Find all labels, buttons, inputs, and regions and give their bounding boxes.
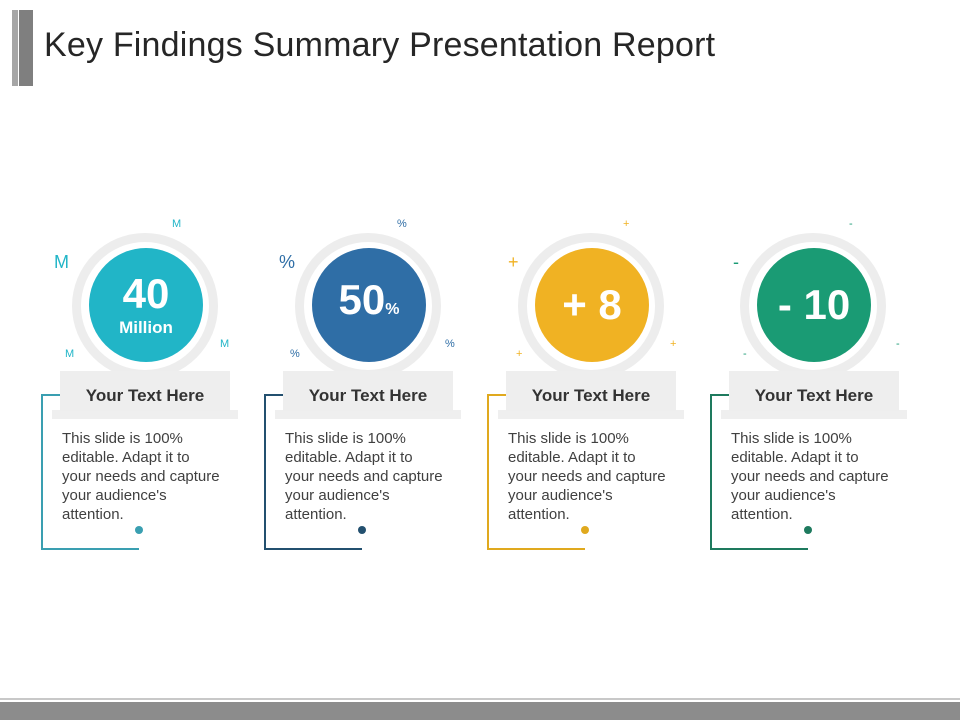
heading-tab-base — [52, 410, 238, 419]
page-title: Key Findings Summary Presentation Report — [44, 26, 716, 64]
metric-suffix: % — [385, 301, 400, 318]
metric-unit-label: Million — [119, 318, 173, 337]
decorative-symbol: + — [670, 338, 677, 350]
finding-heading: Your Text Here — [506, 371, 676, 411]
finding-description: This slide is 100% editable. Adapt it to… — [508, 430, 666, 523]
title-accent-bar-dark — [19, 10, 33, 86]
finding-description: This slide is 100% editable. Adapt it to… — [731, 430, 889, 523]
finding-card-2: 50% % % % % Your Text Here This slide is… — [223, 0, 463, 720]
heading-tab-base — [498, 410, 684, 419]
metric-value-row: 50% — [339, 278, 400, 332]
decorative-symbol: M — [220, 338, 230, 350]
decorative-symbol: + — [516, 348, 523, 360]
decorative-symbol: - — [733, 252, 739, 272]
decorative-symbol: M — [172, 218, 182, 230]
decorative-symbol: + — [508, 252, 519, 272]
finding-heading: Your Text Here — [60, 371, 230, 411]
metric-value: + 8 — [562, 281, 622, 328]
decorative-symbol: - — [896, 338, 900, 350]
metric-circle: + 8 — [535, 248, 649, 362]
finding-heading: Your Text Here — [283, 371, 453, 411]
decorative-symbol: - — [743, 348, 747, 360]
connector-dot — [581, 526, 589, 534]
decorative-symbol: % — [279, 252, 296, 272]
metric-value: 40 — [122, 270, 170, 317]
connector-dot — [804, 526, 812, 534]
decorative-symbol: - — [849, 218, 853, 230]
finding-card-4: - 10 - - - - Your Text Here This slide i… — [669, 0, 909, 720]
decorative-symbol: + — [623, 218, 630, 230]
metric-value: 50 — [338, 276, 386, 323]
metric-ring: - 10 — [740, 233, 886, 379]
finding-card-1: 40 Million M M M M Your Text Here This s… — [0, 0, 240, 720]
heading-tab-base — [721, 410, 907, 419]
heading-tab-base — [275, 410, 461, 419]
connector-dot — [358, 526, 366, 534]
metric-circle: 50% — [312, 248, 426, 362]
metric-circle: - 10 — [757, 248, 871, 362]
decorative-symbol: % — [397, 218, 407, 230]
metric-ring: 50% — [295, 233, 441, 379]
decorative-symbol: % — [290, 348, 300, 360]
finding-card-3: + 8 + + + + Your Text Here This slide is… — [446, 0, 686, 720]
metric-value: - 10 — [777, 281, 851, 328]
connector-dot — [135, 526, 143, 534]
metric-circle: 40 Million — [89, 248, 203, 362]
decorative-symbol: % — [445, 338, 455, 350]
footer-divider — [0, 698, 960, 700]
finding-heading: Your Text Here — [729, 371, 899, 411]
finding-description: This slide is 100% editable. Adapt it to… — [62, 430, 220, 523]
footer-bar — [0, 702, 960, 720]
metric-ring: + 8 — [518, 233, 664, 379]
finding-description: This slide is 100% editable. Adapt it to… — [285, 430, 443, 523]
metric-ring: 40 Million — [72, 233, 218, 379]
decorative-symbol: M — [65, 348, 75, 360]
decorative-symbol: M — [54, 252, 69, 272]
title-accent-bar-light — [12, 10, 18, 86]
